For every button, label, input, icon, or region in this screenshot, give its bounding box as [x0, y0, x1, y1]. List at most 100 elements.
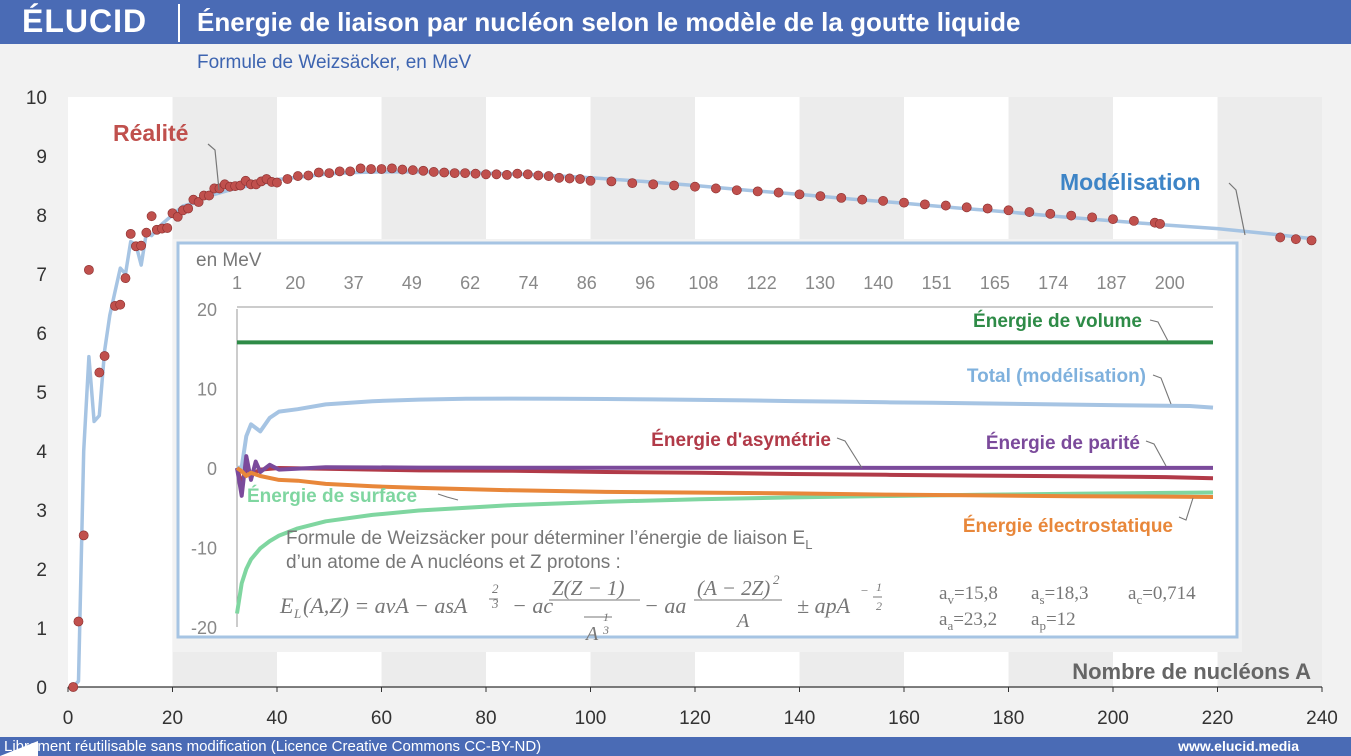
reality-leader-line	[207, 143, 220, 191]
formula-description-sub: L	[805, 537, 812, 552]
reality-label: Réalité	[113, 120, 188, 146]
inset-x-tick-label: 37	[344, 273, 364, 293]
inset-x-tick-label: 1	[232, 273, 242, 293]
reality-data-point	[690, 181, 700, 192]
reality-data-point	[115, 299, 126, 310]
y-tick-label: 3	[36, 501, 47, 522]
model-label: Modélisation	[1060, 169, 1201, 195]
reality-data-point	[272, 177, 282, 188]
reality-data-point	[397, 164, 408, 175]
reality-data-point	[366, 164, 376, 174]
reality-data-point	[449, 168, 460, 179]
inset-x-tick-label: 151	[922, 273, 952, 293]
x-tick-label: 160	[888, 708, 920, 729]
inset-y-tick-label: -10	[191, 539, 217, 559]
reality-data-point	[522, 169, 533, 180]
parameter-name: a	[1128, 583, 1137, 604]
y-tick-label: 2	[36, 560, 47, 581]
reality-data-point	[355, 163, 366, 174]
reality-data-point	[376, 164, 387, 174]
reality-data-point	[1290, 234, 1301, 245]
reality-data-point	[146, 211, 157, 222]
elucid-mark-icon	[0, 741, 38, 756]
reality-data-point	[731, 185, 742, 196]
inset-series-label: Énergie de volume	[973, 310, 1142, 332]
x-tick-label: 40	[266, 708, 287, 729]
x-tick-label: 180	[993, 708, 1025, 729]
formula-glyph: 3	[491, 596, 499, 611]
formula-description-text: Formule de Weizsäcker pour déterminer l’…	[286, 528, 805, 549]
reality-data-point	[648, 179, 659, 190]
inset-leader-line	[1152, 374, 1172, 405]
reality-data-point	[564, 173, 575, 184]
reality-data-point	[460, 168, 470, 179]
y-tick-label: 4	[36, 442, 47, 463]
inset-series-label: Total (modélisation)	[967, 366, 1146, 387]
inset-series-line	[236, 396, 1214, 470]
inset-series-line	[235, 466, 1214, 499]
inset-series-label: Énergie d'asymétrie	[651, 429, 831, 451]
x-tick-label: 20	[162, 708, 183, 729]
reality-data-point	[627, 178, 638, 189]
reality-data-point	[1024, 207, 1035, 217]
y-tick-label: 8	[36, 206, 47, 227]
site-link[interactable]: www.elucid.media	[1178, 738, 1299, 754]
reality-data-point	[501, 169, 512, 180]
inset-x-tick-label: 174	[1038, 273, 1068, 293]
reality-data-point	[141, 227, 152, 238]
parameter-name: a	[1031, 609, 1040, 630]
formula-glyph: (A,Z) = avA − asA	[303, 593, 468, 618]
parameter-value: =12	[1046, 609, 1076, 630]
formula-glyph: −	[860, 583, 869, 598]
reality-data-point	[1045, 208, 1056, 219]
logo-separator	[178, 4, 180, 42]
reality-data-point	[136, 240, 147, 251]
parameter-value: =15,8	[954, 583, 998, 604]
reality-data-point	[543, 171, 554, 181]
reality-data-point	[387, 163, 397, 174]
y-tick-label: 1	[36, 619, 47, 640]
reality-data-point	[162, 223, 173, 233]
reality-data-point	[418, 165, 429, 176]
reality-data-point	[334, 166, 345, 177]
reality-data-point	[491, 169, 502, 180]
inset-panel	[176, 241, 1239, 639]
inset-leader-line	[437, 493, 459, 501]
inset-x-tick-label: 96	[635, 273, 655, 293]
reality-data-point	[282, 174, 293, 184]
reality-data-point	[606, 176, 617, 187]
reality-data-point	[345, 166, 356, 177]
reality-data-point	[1003, 205, 1014, 216]
chart-subtitle: Formule de Weizsäcker, en MeV	[197, 52, 472, 73]
formula-parameter: ap=12	[1031, 609, 1076, 633]
inset-x-tick-label: 86	[577, 273, 597, 293]
formula-glyph: 1	[876, 580, 882, 594]
reality-data-point	[84, 264, 94, 275]
formula-parameter: av=15,8	[939, 583, 998, 607]
formula-glyph: L	[293, 606, 301, 621]
reality-data-point	[204, 190, 214, 201]
x-axis-title: Nombre de nucléons A	[1072, 659, 1311, 684]
brand-logo: ÉLUCID	[22, 3, 148, 39]
reality-data-point	[585, 175, 596, 186]
formula-glyph: 2	[492, 581, 499, 596]
inset-leader-line	[836, 437, 863, 469]
reality-data-point	[920, 199, 930, 210]
inset-series-label: Énergie de surface	[247, 485, 417, 507]
reality-data-point	[669, 180, 679, 191]
formula-glyph: 2	[876, 599, 882, 613]
x-tick-label: 60	[371, 708, 392, 729]
reality-data-point	[1066, 210, 1077, 221]
reality-data-point	[773, 187, 784, 198]
header-bar: ÉLUCID Énergie de liaison par nucléon se…	[0, 0, 1351, 44]
reality-data-point	[961, 202, 972, 213]
inset-leader-line	[1149, 319, 1169, 342]
y-tick-label: 5	[36, 383, 47, 404]
x-tick-label: 100	[575, 708, 607, 729]
parameter-value: =23,2	[953, 609, 997, 630]
inset-x-tick-label: 62	[460, 273, 480, 293]
inset-series-label: Énergie électrostatique	[963, 515, 1173, 537]
inset-x-tick-label: 108	[688, 273, 718, 293]
